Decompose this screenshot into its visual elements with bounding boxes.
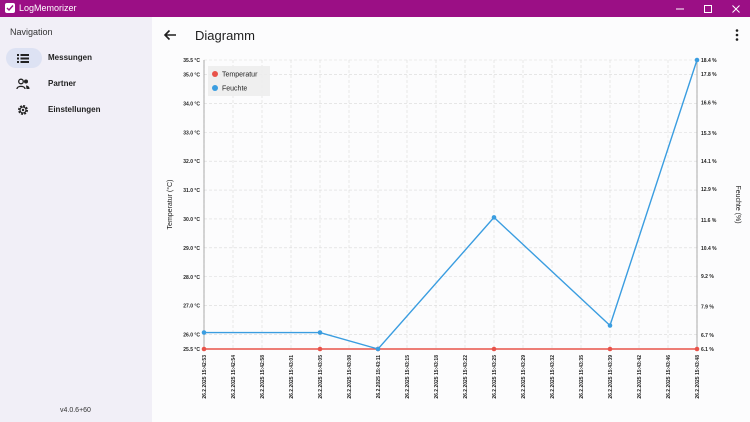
x-tick-label: 26.2.2025 15:43:42 <box>637 355 643 399</box>
x-tick-label: 26.2.2025 15:42:53 <box>202 355 208 399</box>
y-tick-label-left: 28.0 °C <box>183 275 200 281</box>
close-icon <box>732 4 740 13</box>
data-point-feuchte <box>491 215 497 220</box>
x-tick-label: 26.2.2025 15:43:35 <box>579 355 585 399</box>
x-tick-label: 26.2.2025 15:43:15 <box>405 355 411 399</box>
legend-label: Temperatur <box>222 72 258 79</box>
x-tick-label: 26.2.2025 15:43:48 <box>695 355 701 399</box>
title-bar: LogMemorizer <box>0 0 750 17</box>
y-tick-label-left: 35.0 °C <box>183 72 200 78</box>
legend-box <box>208 66 270 96</box>
y-tick-label-right: 14.1 % <box>701 159 717 165</box>
y-tick-label-right: 18.4 % <box>701 58 717 64</box>
legend-marker <box>212 71 218 77</box>
sidebar-item-messungen[interactable]: Messungen <box>6 48 146 68</box>
data-point-temperatur <box>201 346 207 352</box>
legend-marker <box>212 85 218 91</box>
maximize-icon <box>704 4 712 13</box>
sidebar-item-partner[interactable]: Partner <box>6 74 146 94</box>
x-tick-label: 26.2.2025 15:43:39 <box>608 355 614 399</box>
sidebar-item-einstellungen[interactable]: Einstellungen <box>6 100 146 120</box>
data-point-temperatur <box>491 346 497 352</box>
y-tick-label-left: 35.5 °C <box>183 58 200 64</box>
app-logo-icon <box>5 3 15 13</box>
data-point-feuchte <box>375 346 381 352</box>
x-tick-label: 26.2.2025 15:43:32 <box>550 355 556 399</box>
sidebar-item-label: Messungen <box>48 53 93 62</box>
y-tick-label-right: 10.4 % <box>701 246 717 252</box>
list-icon <box>17 54 29 63</box>
main-content: Diagramm 25.5 °C 26.0 °C 27.0 °C 28.0 °C 29.… <box>152 17 750 422</box>
x-tick-label: 26.2.2025 15:42:58 <box>260 355 266 399</box>
x-tick-label: 26.2.2025 15:43:01 <box>289 355 295 399</box>
x-tick-label: 26.2.2025 15:43:22 <box>463 355 469 399</box>
data-point-temperatur <box>694 346 700 352</box>
minimize-icon <box>676 8 684 9</box>
data-point-temperatur <box>607 346 613 352</box>
gear-icon <box>18 105 28 115</box>
x-tick-label: 26.2.2025 15:43:08 <box>347 355 353 399</box>
x-tick-label: 26.2.2025 15:43:46 <box>666 355 672 399</box>
x-tick-label: 26.2.2025 15:42:54 <box>231 355 237 399</box>
sidebar-item-label: Einstellungen <box>48 105 101 114</box>
series-line-feuchte <box>204 59 698 350</box>
y-tick-label-right: 16.6 % <box>701 100 717 106</box>
y-tick-label-right: 11.6 % <box>701 218 717 224</box>
data-point-feuchte <box>317 330 323 335</box>
y-tick-label-right: 6.1 % <box>701 347 714 353</box>
x-tick-label: 26.2.2025 15:43:25 <box>492 355 498 399</box>
y-tick-label-left: 34.0 °C <box>183 101 200 107</box>
data-point-feuchte <box>607 323 613 328</box>
x-tick-label: 26.2.2025 15:43:29 <box>521 355 527 399</box>
y-tick-label-left: 33.0 °C <box>183 130 200 136</box>
y-tick-label-left: 32.0 °C <box>183 159 200 165</box>
data-point-temperatur <box>317 346 323 352</box>
y-tick-label-right: 12.9 % <box>701 187 717 193</box>
more-vert-icon[interactable] <box>732 27 742 43</box>
close-button[interactable] <box>721 0 750 17</box>
y-tick-label-left: 30.0 °C <box>183 217 200 223</box>
version-label: v4.0.6+60 <box>60 407 91 414</box>
back-arrow-icon[interactable] <box>162 27 178 43</box>
page-title: Diagramm <box>195 28 255 43</box>
y-tick-label-right: 6.7 % <box>701 333 714 339</box>
y-axis-label-right: Feuchte (%) <box>734 185 741 223</box>
y-tick-label-left: 29.0 °C <box>183 246 200 252</box>
y-tick-label-right: 7.9 % <box>701 305 714 311</box>
line-chart: 25.5 °C 26.0 °C 27.0 °C 28.0 °C 29.0 °C 30.0 … <box>166 57 741 399</box>
x-tick-label: 26.2.2025 15:43:11 <box>376 355 382 399</box>
minimize-button[interactable] <box>665 0 695 17</box>
data-point-feuchte <box>694 57 700 63</box>
y-tick-label-left: 31.0 °C <box>183 188 200 194</box>
legend-label: Feuchte <box>222 86 247 93</box>
y-tick-label-right: 17.8 % <box>701 72 717 78</box>
navigation-sidebar: Navigation Messungen Partner <box>0 17 152 422</box>
y-tick-label-left: 26.0 °C <box>183 333 200 339</box>
window-title: LogMemorizer <box>19 3 77 13</box>
people-icon <box>16 78 30 90</box>
x-tick-label: 26.2.2025 15:43:05 <box>318 355 324 399</box>
maximize-button[interactable] <box>693 0 723 17</box>
y-tick-label-right: 9.2 % <box>701 274 714 280</box>
y-tick-label-left: 25.5 °C <box>183 347 200 353</box>
y-tick-label-left: 27.0 °C <box>183 304 200 310</box>
y-axis-label-left: Temperatur (°C) <box>166 180 174 230</box>
data-point-feuchte <box>201 330 207 335</box>
sidebar-item-label: Partner <box>48 79 77 88</box>
navigation-title: Navigation <box>10 27 53 37</box>
x-tick-label: 26.2.2025 15:43:18 <box>434 355 440 399</box>
y-tick-label-right: 15.3 % <box>701 131 717 137</box>
